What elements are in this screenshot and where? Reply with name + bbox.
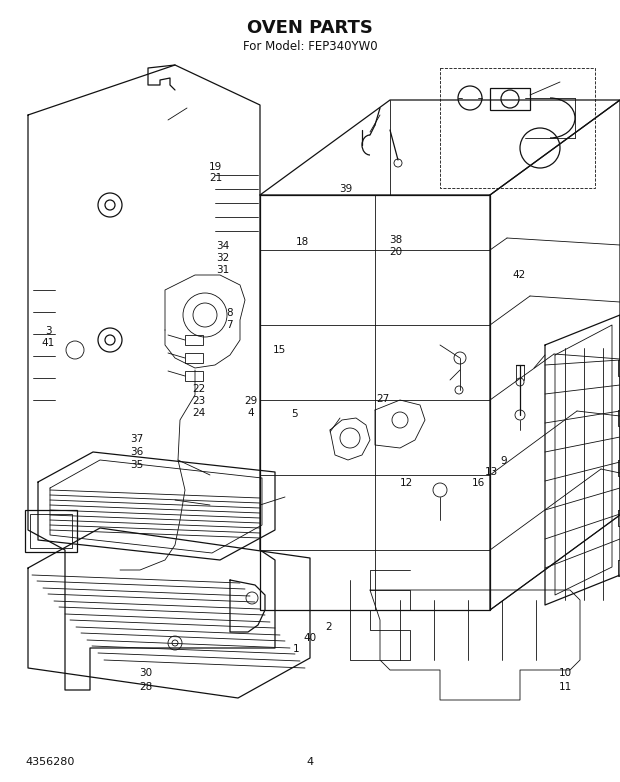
Text: 29: 29 (244, 396, 258, 406)
Text: 23: 23 (192, 396, 205, 406)
Text: 41: 41 (42, 338, 55, 347)
Bar (618, 460, 620, 476)
Text: 32: 32 (216, 253, 230, 263)
Bar (185, 371, 203, 381)
Text: 4356280: 4356280 (25, 757, 74, 767)
Text: 35: 35 (130, 460, 143, 469)
Text: 24: 24 (192, 408, 205, 418)
Bar (185, 353, 203, 363)
Text: 37: 37 (130, 435, 143, 444)
Text: 8: 8 (226, 308, 232, 317)
Text: OVEN PARTS: OVEN PARTS (247, 19, 373, 37)
Text: 36: 36 (130, 447, 143, 457)
Text: 9: 9 (501, 457, 507, 466)
Bar (30, 514, 72, 548)
Text: 11: 11 (559, 682, 572, 691)
Text: 21: 21 (209, 174, 223, 183)
Text: 28: 28 (139, 682, 153, 691)
Text: 15: 15 (272, 346, 286, 355)
Text: 27: 27 (376, 394, 390, 404)
Bar (618, 510, 620, 526)
Text: 38: 38 (389, 235, 402, 245)
Text: 4: 4 (248, 408, 254, 418)
Text: 18: 18 (296, 238, 309, 247)
Text: 10: 10 (559, 668, 572, 677)
Text: 3: 3 (45, 326, 51, 335)
Text: 40: 40 (303, 633, 317, 643)
Text: 16: 16 (472, 479, 485, 488)
Bar (618, 560, 620, 576)
Bar (185, 335, 203, 345)
Text: 13: 13 (485, 468, 498, 477)
Text: 4: 4 (306, 757, 314, 767)
Bar (618, 410, 620, 426)
Bar (490, 88, 530, 110)
Bar (25, 510, 77, 552)
Text: 1: 1 (293, 644, 299, 654)
Text: 22: 22 (192, 385, 205, 394)
Bar (440, 68, 595, 188)
Bar (618, 360, 620, 376)
Text: 30: 30 (139, 668, 153, 677)
Text: 31: 31 (216, 265, 230, 274)
Text: 5: 5 (291, 410, 298, 419)
Text: 12: 12 (400, 479, 414, 488)
Text: 42: 42 (513, 271, 526, 280)
Text: 20: 20 (389, 247, 402, 256)
Text: 34: 34 (216, 242, 230, 251)
Text: 39: 39 (339, 185, 353, 194)
Text: 19: 19 (209, 162, 223, 171)
Bar (260, 195, 490, 610)
Text: For Model: FEP340YW0: For Model: FEP340YW0 (242, 40, 378, 52)
Text: 7: 7 (226, 320, 232, 329)
Text: 2: 2 (326, 622, 332, 632)
